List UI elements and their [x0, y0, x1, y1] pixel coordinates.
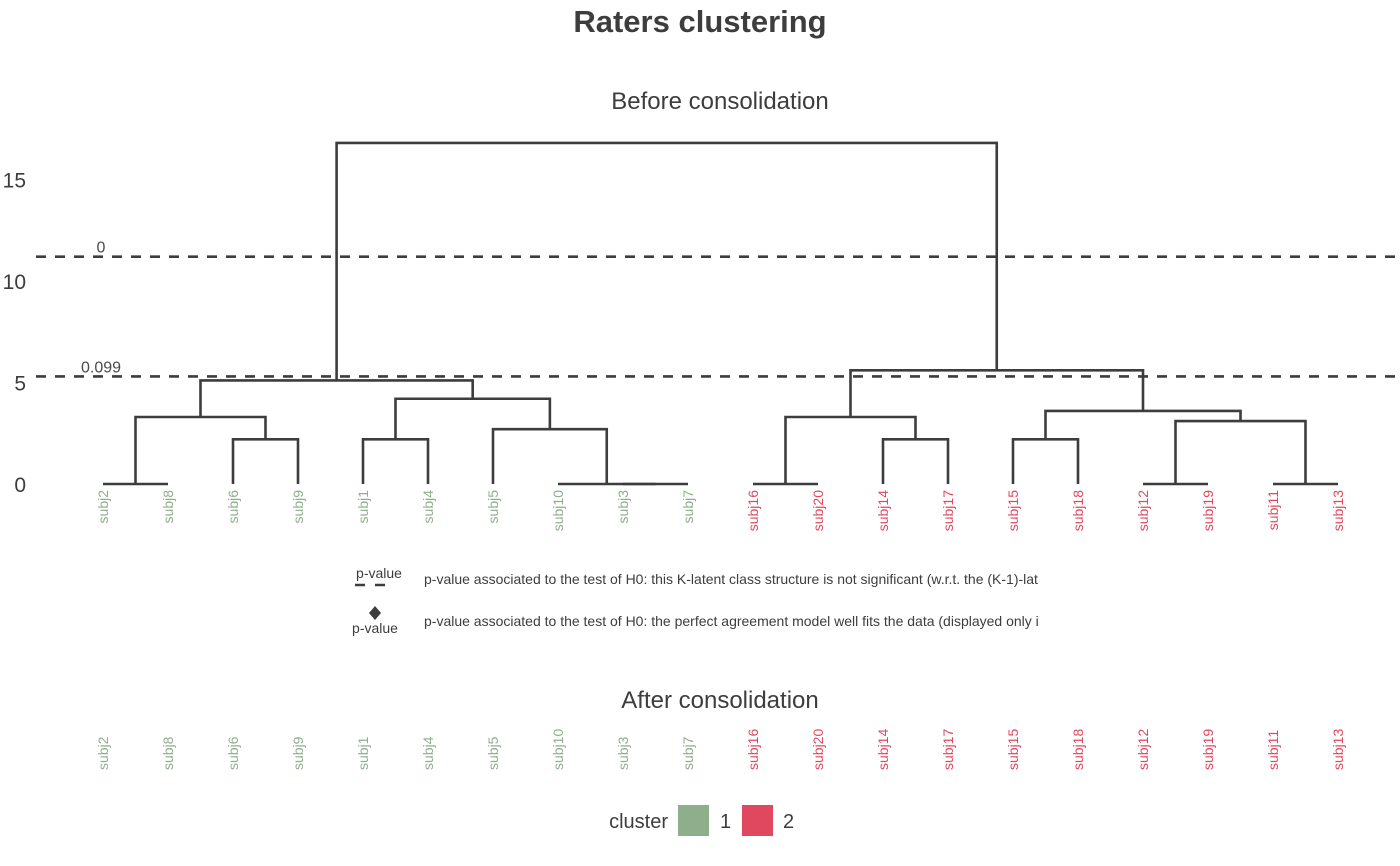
pvalue-cut-lines: 0 0.099 [36, 240, 1400, 378]
leaf-labels-before: subj2 subj8 subj6 subj9 subj1 subj4 subj5 subj1… [95, 490, 1346, 531]
dendrogram-branch [335, 141, 999, 381]
leaf-label-after: subj9 [290, 736, 306, 770]
dendrogram-branch [1011, 438, 1080, 484]
leaf-label: subj9 [290, 490, 306, 524]
leaf-label: subj2 [95, 490, 111, 524]
leaf-label: subj5 [485, 490, 501, 524]
leaf-label-after: subj7 [680, 736, 696, 770]
diamond-legend-key [369, 606, 381, 620]
pvalue-label: 0 [97, 240, 106, 257]
leaf-label-after: subj10 [550, 729, 566, 770]
dendrogram-branch [1044, 409, 1242, 440]
dendrogram-branch [231, 438, 300, 484]
leaf-label: subj6 [225, 490, 241, 524]
dash-legend-text: p-value associated to the test of H0: th… [424, 571, 1038, 587]
leaf-label-after: subj15 [1005, 729, 1021, 770]
leaf-label-after: subj6 [225, 736, 241, 770]
leaf-label: subj1 [355, 490, 371, 524]
before-consolidation-subtitle: Before consolidation [611, 88, 828, 115]
y-tick-label: 15 [3, 170, 26, 193]
diamond-legend-text: p-value associated to the test of H0: th… [424, 613, 1039, 629]
leaf-label: subj14 [875, 490, 891, 531]
cluster-1-key [678, 805, 709, 836]
leaf-label-after: subj2 [95, 736, 111, 770]
leaf-label: subj11 [1265, 490, 1281, 530]
dendrogram-branch [491, 427, 609, 484]
leaf-label: subj19 [1200, 490, 1216, 531]
cluster-2-label: 2 [783, 811, 794, 833]
leaf-label-after: subj12 [1135, 729, 1151, 770]
leaf-label-after: subj16 [745, 729, 761, 770]
leaf-label: subj4 [420, 490, 436, 524]
dash-legend-label: p-value [356, 565, 402, 581]
dendrogram-branch [881, 438, 950, 484]
leaf-label-after: subj19 [1200, 729, 1216, 770]
cluster-legend-title: cluster [609, 811, 668, 833]
leaf-label-after: subj5 [485, 736, 501, 770]
diamond-legend-label: p-value [352, 620, 398, 636]
leaf-label: subj16 [745, 490, 761, 531]
leaf-label: subj15 [1005, 490, 1021, 531]
y-tick-label: 5 [14, 373, 26, 396]
cluster-1-label: 1 [720, 811, 731, 833]
leaf-label-after: subj14 [875, 729, 891, 770]
dendrogram-branch [361, 438, 430, 484]
dendrogram-tree [103, 141, 1338, 486]
cluster-legend: cluster 1 2 [609, 805, 794, 836]
leaf-label-after: subj3 [615, 736, 631, 770]
leaf-label-after: subj17 [940, 729, 956, 770]
leaf-label-after: subj1 [355, 736, 371, 770]
leaf-label: subj12 [1135, 490, 1151, 531]
leaf-label-after: subj20 [810, 729, 826, 770]
leaf-label-after: subj8 [160, 736, 176, 770]
leaf-label: subj3 [615, 490, 631, 524]
leaf-label: subj13 [1330, 490, 1346, 531]
leaf-label: subj8 [160, 490, 176, 524]
cluster-2-key [742, 805, 773, 836]
leaf-label: subj7 [680, 490, 696, 524]
dendrogram-branch [134, 415, 267, 484]
leaf-label-after: subj13 [1330, 729, 1346, 770]
leaf-labels-after: subj2 subj8 subj6 subj9 subj1 subj4 subj5 subj1… [95, 729, 1346, 770]
dendrogram-branch [394, 397, 552, 440]
dendrogram-branch [784, 415, 917, 484]
leaf-label: subj20 [810, 490, 826, 531]
dendrogram-branch [1174, 419, 1307, 484]
y-axis: 0 5 10 15 [3, 170, 26, 498]
after-consolidation-subtitle: After consolidation [621, 687, 818, 714]
leaf-label-after: subj11 [1265, 730, 1281, 770]
leaf-label: subj18 [1070, 490, 1086, 531]
leaf-label: subj10 [550, 490, 566, 531]
leaf-label-after: subj18 [1070, 729, 1086, 770]
y-tick-label: 10 [3, 271, 26, 294]
pvalue-label: 0.099 [81, 359, 121, 376]
pvalue-legend: p-value p-value associated to the test o… [352, 565, 1039, 636]
chart-title: Raters clustering [573, 4, 827, 39]
y-tick-label: 0 [14, 474, 26, 497]
leaf-label-after: subj4 [420, 736, 436, 770]
leaf-label: subj17 [940, 490, 956, 531]
